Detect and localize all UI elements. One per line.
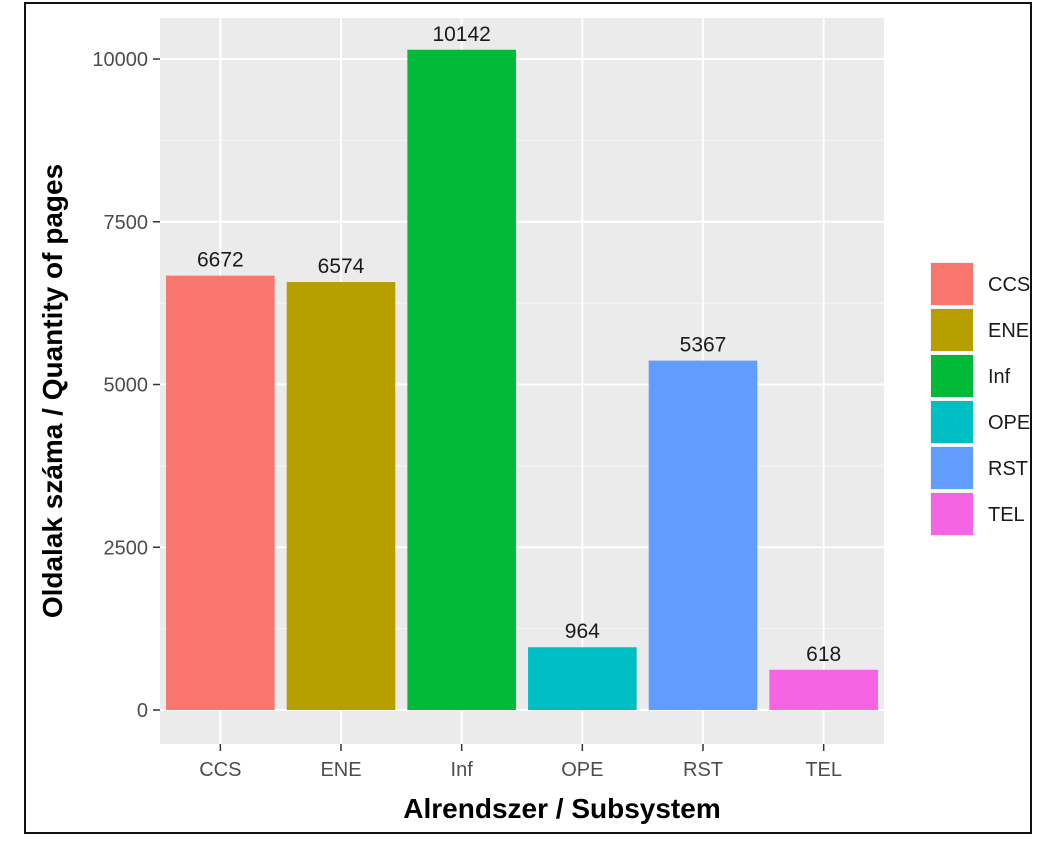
legend-swatch-ene — [931, 309, 973, 351]
x-tick-label: TEL — [805, 759, 842, 781]
data-labels: 6672 6574 10142 964 5367 618 — [197, 23, 841, 666]
plot-panel — [160, 18, 884, 744]
legend: CCS ENE Inf OPE RST TEL — [930, 262, 1030, 536]
y-tick-label: 2500 — [104, 537, 149, 559]
legend-swatch-ccs — [931, 263, 973, 305]
legend-swatch-inf — [931, 355, 973, 397]
y-axis-title: Oldalak száma / Quantity of pages — [37, 164, 68, 618]
x-tick-label: Inf — [451, 759, 474, 781]
x-tick-label: RST — [683, 759, 723, 781]
x-tick-label: CCS — [199, 759, 241, 781]
x-tick-label: OPE — [561, 759, 603, 781]
y-tick-label: 5000 — [104, 375, 149, 397]
legend-label-ene: ENE — [988, 320, 1029, 342]
x-axis-title: Alrendszer / Subsystem — [403, 793, 720, 824]
bar-ope — [528, 647, 637, 710]
y-tick-label: 0 — [137, 700, 148, 722]
bar-ccs — [166, 275, 275, 710]
legend-label-rst: RST — [988, 458, 1028, 480]
x-tick-label: ENE — [320, 759, 361, 781]
x-axis: CCS ENE Inf OPE RST TEL — [199, 744, 842, 781]
data-label-tel: 618 — [806, 643, 841, 666]
data-label-inf: 10142 — [432, 23, 490, 46]
grid-lines — [160, 18, 884, 744]
bars — [166, 49, 878, 710]
legend-label-ope: OPE — [988, 412, 1030, 434]
bar-tel — [769, 669, 878, 710]
legend-label-tel: TEL — [988, 504, 1025, 526]
bar-ene — [286, 282, 396, 710]
data-label-rst: 5367 — [680, 334, 727, 357]
bar-inf — [407, 49, 516, 710]
data-label-ccs: 6672 — [197, 249, 244, 272]
legend-swatch-tel — [931, 493, 973, 535]
legend-swatch-rst — [931, 447, 973, 489]
y-tick-label: 7500 — [104, 212, 149, 234]
legend-label-ccs: CCS — [988, 274, 1030, 296]
y-axis: 0 2500 5000 7500 10000 — [92, 49, 160, 722]
legend-label-inf: Inf — [988, 366, 1011, 388]
y-tick-label: 10000 — [92, 49, 148, 71]
data-label-ope: 964 — [565, 620, 600, 643]
bar-rst — [648, 360, 758, 710]
data-label-ene: 6574 — [318, 255, 365, 278]
legend-swatch-ope — [931, 401, 973, 443]
